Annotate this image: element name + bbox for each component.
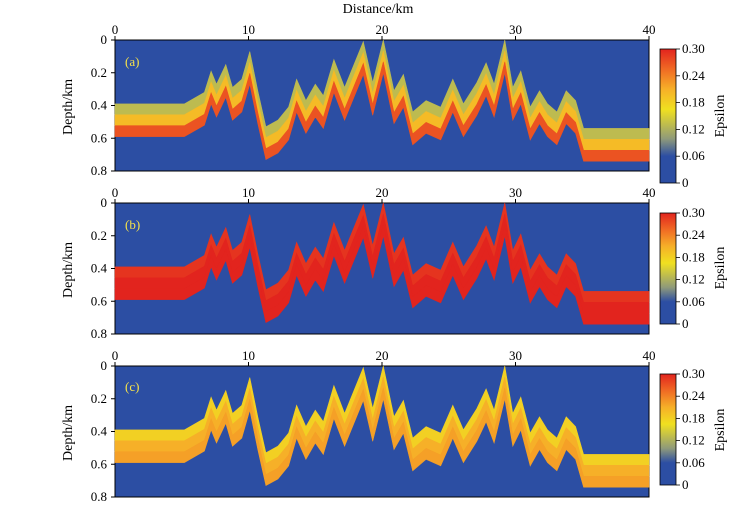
y-tick-label: 0.4 — [91, 424, 108, 439]
x-ticks: 0 10 20 30 40 — [112, 185, 656, 203]
colorbar-tick-label: 0 — [682, 316, 689, 331]
x-tick-label: 20 — [376, 348, 389, 363]
y-tick-label: 0.2 — [91, 65, 107, 80]
x-tick-label: 20 — [376, 185, 389, 200]
colorbar-tick-label: 0.06 — [682, 148, 705, 163]
panel-label: (c) — [125, 379, 139, 394]
colorbar-ticks: 0.30 0.24 0.18 0.12 0.06 0 — [676, 41, 705, 190]
y-tick-label: 0 — [101, 358, 108, 373]
x-tick-label: 40 — [643, 22, 656, 37]
y-tick-label: 0.4 — [91, 98, 108, 113]
x-tick-label: 0 — [112, 185, 119, 200]
y-tick-label: 0.4 — [91, 261, 108, 276]
colorbar-tick-label: 0.12 — [682, 121, 705, 136]
panel-label: (b) — [125, 217, 140, 232]
colorbar-gradient — [659, 373, 677, 486]
panel-c: 0 10 20 30 40 0 0.2 0.4 0.6 0.8 (c) Depth/km 0.3… — [61, 348, 728, 504]
y-ticks: 0 0.2 0.4 0.6 0.8 — [91, 358, 115, 504]
x-tick-label: 10 — [242, 22, 255, 37]
y-ticks: 0 0.2 0.4 0.6 0.8 — [91, 32, 115, 178]
colorbar-tick-label: 0.18 — [682, 249, 705, 264]
layer-band — [114, 202, 650, 325]
x-tick-label: 30 — [509, 22, 522, 37]
x-tick-label: 40 — [643, 348, 656, 363]
colorbar-label: Epsilon — [713, 409, 728, 452]
colorbar-gradient — [659, 212, 677, 325]
y-axis-label: Depth/km — [61, 405, 76, 461]
y-tick-label: 0.6 — [91, 293, 108, 308]
y-tick-label: 0.8 — [91, 489, 107, 504]
y-axis-label: Depth/km — [61, 79, 76, 135]
colorbar-tick-label: 0.18 — [682, 410, 705, 425]
x-axis-label: Distance/km — [343, 2, 414, 17]
panel-label: (a) — [125, 54, 139, 69]
colorbar-ticks: 0.30 0.24 0.18 0.12 0.06 0 — [676, 366, 705, 492]
colorbar-label: Epsilon — [713, 247, 728, 290]
colorbar-tick-label: 0.06 — [682, 455, 705, 470]
colorbar-tick-label: 0.24 — [682, 68, 705, 83]
y-axis-label: Depth/km — [61, 242, 76, 298]
layer-zone-lower — [114, 387, 650, 488]
x-tick-label: 10 — [242, 185, 255, 200]
x-tick-label: 30 — [509, 348, 522, 363]
x-tick-label: 30 — [509, 185, 522, 200]
x-ticks: 0 10 20 30 40 — [112, 22, 656, 40]
colorbar-tick-label: 0.18 — [682, 95, 705, 110]
panel-b: 0 10 20 30 40 0 0.2 0.4 0.6 0.8 (b) Depth/km 0.3… — [61, 185, 728, 341]
colorbar-tick-label: 0.12 — [682, 272, 705, 287]
y-ticks: 0 0.2 0.4 0.6 0.8 — [91, 195, 115, 341]
colorbar-tick-label: 0.30 — [682, 205, 705, 220]
layer-zone-lower — [114, 61, 650, 162]
panel-a: 0 10 20 30 40 0 0.2 0.4 0.6 0.8 (a) Depth/km 0.3… — [61, 22, 728, 190]
colorbar-tick-label: 0.30 — [682, 41, 705, 56]
y-tick-label: 0.6 — [91, 456, 108, 471]
colorbar-ticks: 0.30 0.24 0.18 0.12 0.06 0 — [676, 205, 705, 331]
layer-band — [114, 39, 650, 162]
colorbar: 0.30 0.24 0.18 0.12 0.06 0 Epsilon — [659, 366, 728, 492]
colorbar-tick-label: 0 — [682, 175, 689, 190]
x-tick-label: 0 — [112, 22, 119, 37]
colorbar-tick-label: 0.24 — [682, 227, 705, 242]
colorbar: 0.30 0.24 0.18 0.12 0.06 0 Epsilon — [659, 41, 728, 190]
y-tick-label: 0.2 — [91, 228, 107, 243]
layer-zone-lower — [114, 224, 650, 325]
x-tick-label: 40 — [643, 185, 656, 200]
y-tick-label: 0.6 — [91, 130, 108, 145]
y-tick-label: 0 — [101, 32, 108, 47]
y-tick-label: 0.8 — [91, 326, 107, 341]
layer-band — [114, 365, 650, 488]
colorbar: 0.30 0.24 0.18 0.12 0.06 0 Epsilon — [659, 205, 728, 331]
colorbar-tick-label: 0.24 — [682, 388, 705, 403]
colorbar-label: Epsilon — [713, 95, 728, 138]
y-tick-label: 0 — [101, 195, 108, 210]
x-ticks: 0 10 20 30 40 — [112, 348, 656, 366]
x-tick-label: 0 — [112, 348, 119, 363]
y-tick-label: 0.2 — [91, 391, 107, 406]
colorbar-tick-label: 0.12 — [682, 433, 705, 448]
colorbar-gradient — [659, 48, 677, 184]
y-tick-label: 0.8 — [91, 163, 107, 178]
colorbar-tick-label: 0 — [682, 477, 689, 492]
x-tick-label: 20 — [376, 22, 389, 37]
colorbar-tick-label: 0.06 — [682, 294, 705, 309]
colorbar-tick-label: 0.30 — [682, 366, 705, 381]
x-tick-label: 10 — [242, 348, 255, 363]
